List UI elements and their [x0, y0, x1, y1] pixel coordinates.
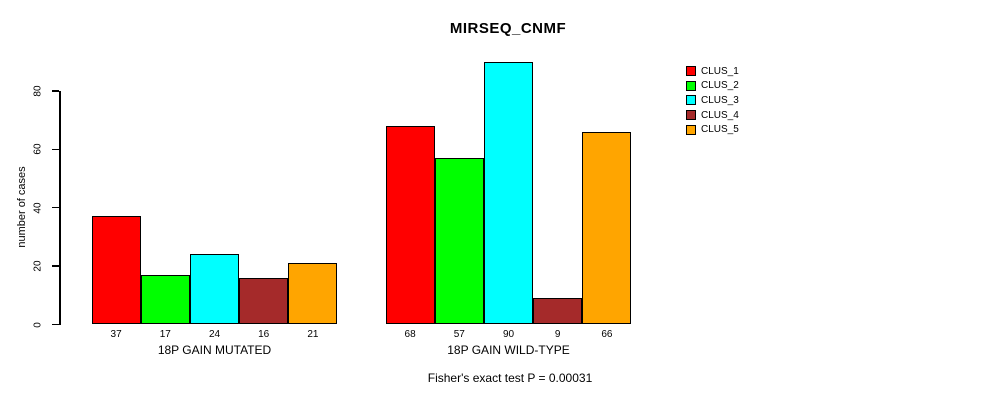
legend-item: CLUS_3 [686, 93, 739, 108]
y-tick-label: 60 [32, 143, 44, 155]
bar-value-label: 57 [453, 329, 465, 340]
bar-clus_2 [140, 274, 190, 325]
legend-item: CLUS_2 [686, 79, 739, 94]
bar-clus_5 [288, 263, 338, 325]
bar-clus_3 [189, 254, 240, 325]
y-tick-mark [52, 148, 59, 151]
bar-clus_2 [434, 158, 484, 325]
legend-item: CLUS_1 [686, 64, 739, 79]
chart-title: MIRSEQ_CNMF [449, 20, 567, 37]
legend-label: CLUS_4 [701, 109, 739, 121]
bar-value-label: 68 [404, 329, 416, 340]
legend-swatch [686, 66, 696, 77]
bar-value-label: 21 [307, 329, 319, 340]
y-tick-mark [52, 206, 59, 209]
y-tick-mark [52, 265, 59, 267]
legend-swatch [686, 95, 696, 106]
y-tick-mark [52, 90, 59, 92]
legend-swatch [686, 80, 696, 91]
bar-value-label: 16 [258, 329, 270, 340]
legend-item: CLUS_4 [686, 108, 739, 123]
legend-label: CLUS_3 [701, 94, 739, 106]
y-axis-line [59, 91, 61, 325]
legend-label: CLUS_5 [701, 124, 739, 136]
bar-value-label: 17 [159, 329, 171, 340]
bar-value-label: 9 [554, 329, 561, 340]
bar-clus_5 [582, 131, 632, 325]
legend-label: CLUS_2 [701, 80, 739, 92]
bar-value-label: 37 [110, 329, 122, 340]
bar-clus_1 [385, 125, 435, 325]
bar-clus_3 [483, 61, 534, 325]
annotation-text: Fisher's exact test P = 0.00031 [427, 371, 593, 385]
legend-label: CLUS_1 [701, 65, 739, 77]
group-label: 18P GAIN WILD-TYPE [447, 343, 570, 357]
bar-clus_1 [91, 216, 141, 325]
legend-swatch [686, 110, 696, 121]
bar-value-label: 24 [208, 329, 221, 340]
legend-item: CLUS_5 [686, 122, 739, 137]
bar-clus_4 [239, 277, 289, 325]
y-tick-label: 20 [32, 260, 44, 272]
y-axis-label: number of cases [16, 166, 28, 248]
y-tick-label: 80 [32, 85, 44, 97]
legend: CLUS_1 CLUS_2 CLUS_3 CLUS_4 CLUS_5 [686, 64, 739, 137]
y-tick-mark [52, 323, 59, 326]
bar-value-label: 90 [502, 329, 515, 340]
bar-value-label: 66 [601, 329, 613, 340]
y-tick-label: 0 [32, 321, 44, 328]
y-tick-label: 40 [32, 202, 44, 214]
group-label: 18P GAIN MUTATED [157, 343, 272, 357]
bar-clus_4 [533, 298, 583, 325]
legend-swatch [686, 124, 696, 135]
